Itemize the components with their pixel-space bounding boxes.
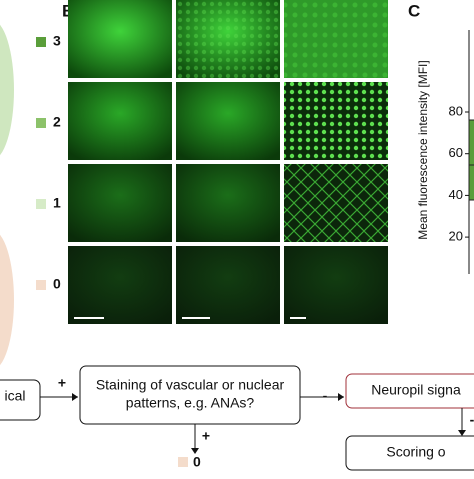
arrowhead [458, 430, 466, 436]
flow-node [0, 379, 41, 421]
panel-label: C [408, 1, 420, 20]
micrograph [68, 82, 172, 160]
edge-label: - [470, 412, 474, 428]
score-swatch [36, 199, 46, 209]
arrowhead [191, 448, 199, 454]
edge-label: - [323, 388, 328, 404]
y-ticks: 80 60 40 20 [449, 103, 469, 244]
node-text: Neuropil signa [371, 382, 461, 398]
flow-node [345, 373, 474, 409]
micrograph [176, 82, 280, 160]
box [468, 119, 474, 201]
micrograph [68, 164, 172, 242]
micrograph [284, 0, 388, 78]
score-swatch [36, 37, 46, 47]
y-axis-label: Mean fluorescence intensity [MFI] [416, 60, 430, 239]
score-label: 3 [53, 33, 61, 49]
score-label: 1 [53, 195, 61, 211]
node-text: patterns, e.g. ANAs? [126, 395, 255, 411]
node-text: Staining of vascular or nuclear [96, 377, 285, 393]
micrograph [284, 164, 388, 242]
score-label: 0 [53, 276, 61, 292]
micrograph [68, 0, 172, 78]
score-label: 2 [53, 114, 61, 130]
micrograph [284, 82, 388, 160]
micrograph [284, 246, 388, 324]
partial-shape [0, 24, 14, 156]
partial-shape [0, 234, 14, 366]
micrograph [176, 246, 280, 324]
score-swatch [36, 118, 46, 128]
arrowhead [72, 393, 78, 401]
score-swatch [36, 280, 46, 290]
score-swatch [178, 457, 188, 467]
flow-node [345, 435, 474, 471]
node-text: Scoring o [386, 444, 445, 460]
y-tick-label: 40 [449, 187, 463, 202]
edge-label: + [58, 375, 66, 391]
micrograph [68, 246, 172, 324]
result-label: 0 [193, 454, 201, 470]
score-legend: 3 2 1 0 [36, 33, 61, 292]
y-tick-label: 20 [449, 229, 463, 244]
micrograph [176, 164, 280, 242]
edge-label: + [202, 428, 210, 444]
micrograph [176, 0, 280, 78]
y-tick-label: 60 [449, 145, 463, 160]
flowchart: ical Staining of vascular or nuclear patte… [0, 365, 474, 471]
flow-node [79, 365, 301, 425]
arrowhead [338, 393, 344, 401]
y-tick-label: 80 [449, 103, 463, 118]
node-text: ical [4, 388, 25, 404]
micrograph-grid [68, 0, 388, 324]
